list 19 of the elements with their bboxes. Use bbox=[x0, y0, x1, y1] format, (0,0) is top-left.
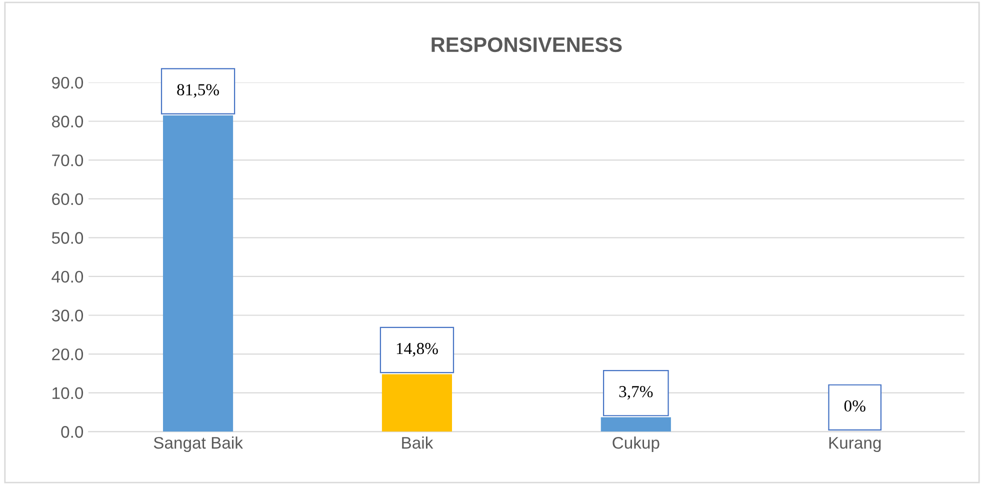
y-tick-label: 10.0 bbox=[52, 387, 84, 400]
y-tick-label: 0.0 bbox=[61, 426, 84, 438]
x-tick-label: Baik bbox=[402, 436, 434, 449]
chart-title: RESPONSIVENESS bbox=[432, 37, 622, 52]
x-tick-label: Kurang bbox=[829, 437, 881, 452]
y-tick-label: 30.0 bbox=[52, 310, 84, 322]
data-label: 0% bbox=[844, 400, 866, 412]
y-tick-label: 50.0 bbox=[52, 232, 84, 244]
y-tick-label: 40.0 bbox=[52, 270, 84, 283]
y-tick-label: 20.0 bbox=[52, 348, 84, 360]
x-tick-label: Sangat Baik bbox=[154, 436, 243, 452]
y-tick-label: 80.0 bbox=[52, 116, 84, 128]
y-tick-label: 90.0 bbox=[52, 76, 84, 89]
data-label: 3,7% bbox=[619, 386, 653, 400]
y-tick-label: 60.0 bbox=[52, 193, 84, 206]
data-label: 14,8% bbox=[396, 342, 438, 357]
data-label: 81,5% bbox=[177, 84, 219, 98]
y-tick-label: 70.0 bbox=[52, 154, 84, 166]
x-tick-label: Cukup bbox=[612, 436, 660, 452]
